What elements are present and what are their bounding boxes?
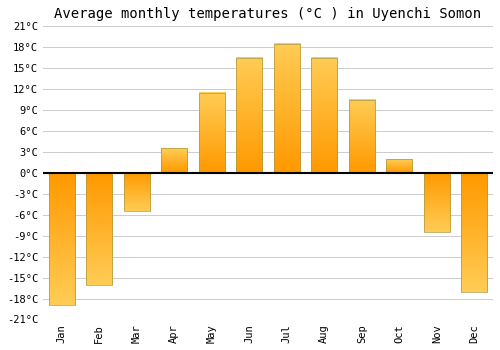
Bar	[236, 58, 262, 173]
Bar	[274, 44, 300, 173]
Bar	[461, 173, 487, 292]
Bar	[311, 58, 338, 173]
Bar	[348, 99, 375, 173]
Title: Average monthly temperatures (°C ) in Uyenchi Somon: Average monthly temperatures (°C ) in Uy…	[54, 7, 482, 21]
Bar	[198, 93, 225, 173]
Bar	[424, 173, 450, 232]
Bar	[124, 173, 150, 211]
Bar	[386, 159, 412, 173]
Bar	[86, 173, 113, 285]
Bar	[161, 148, 188, 173]
Bar	[48, 173, 75, 306]
